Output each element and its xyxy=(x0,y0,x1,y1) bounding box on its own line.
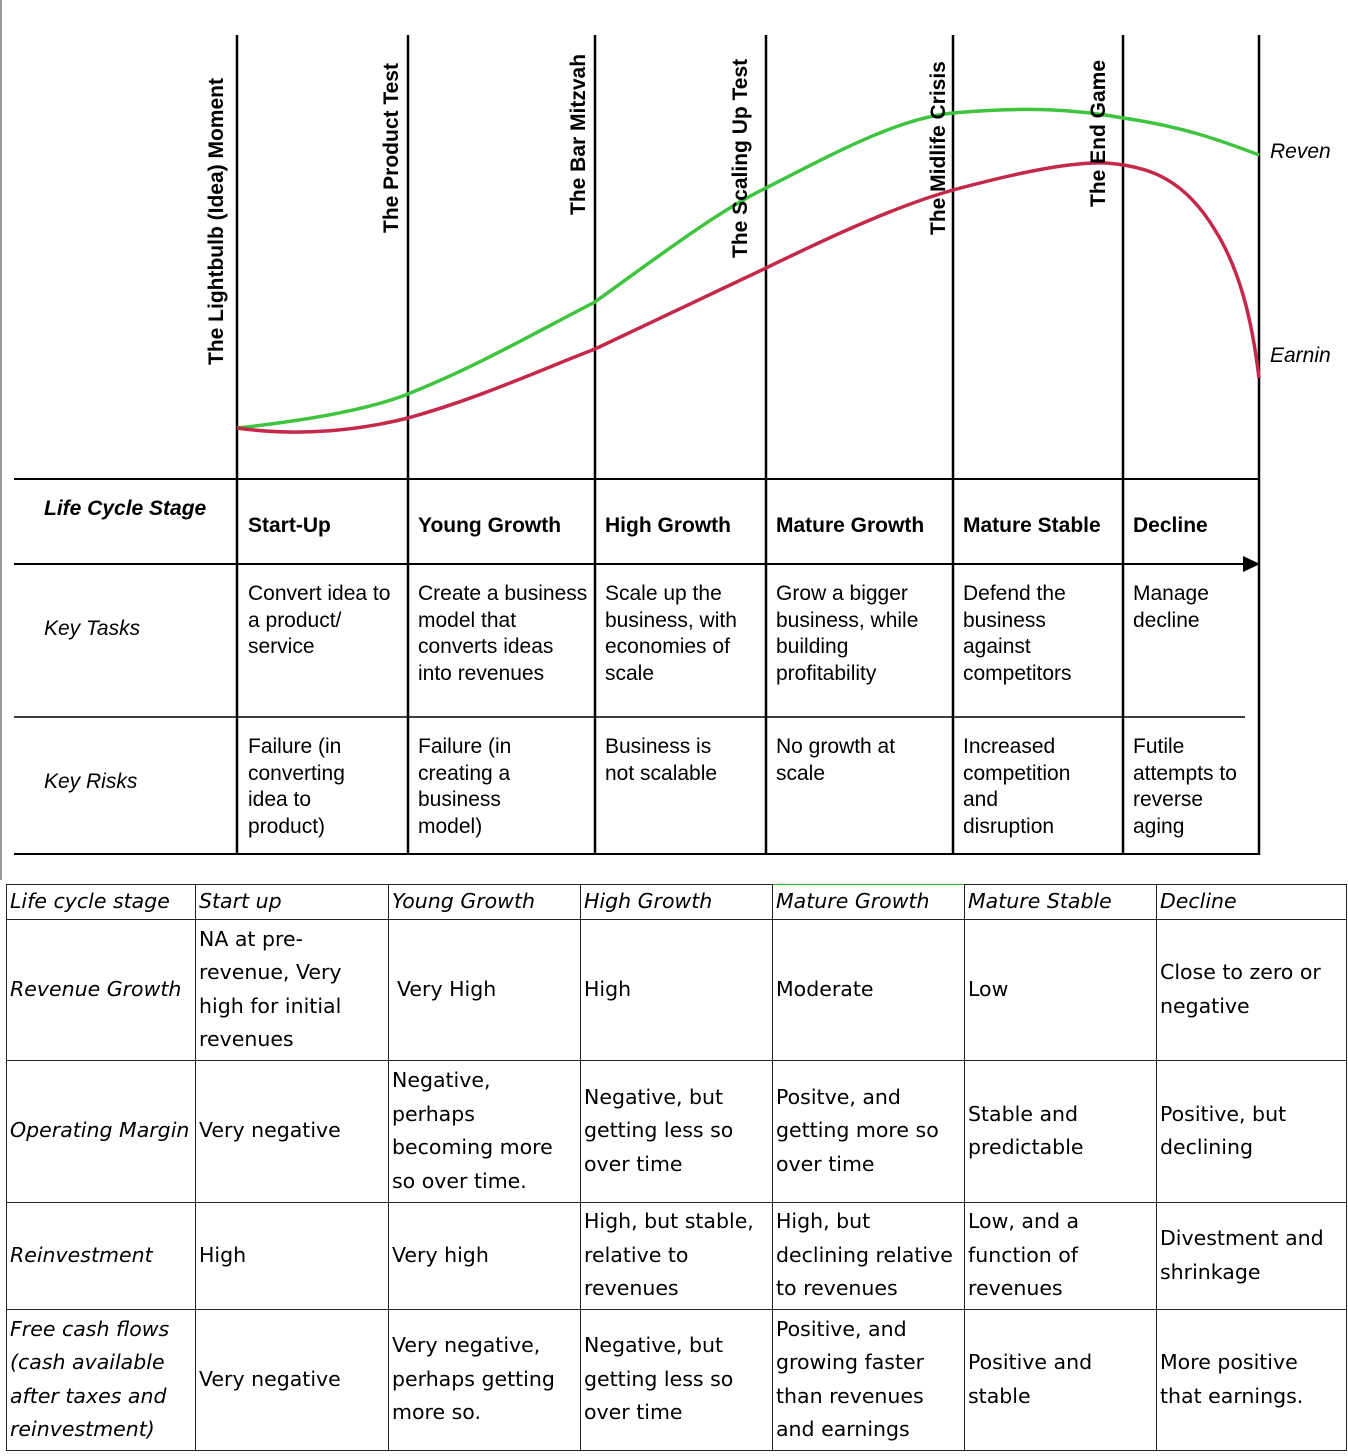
row-label-stage: Life Cycle Stage xyxy=(44,497,207,520)
task-mature-growth: Grow a bigger business, while building p… xyxy=(776,582,919,685)
characteristics-table-wrapper: Life cycle stage Start up Young Growth H… xyxy=(6,884,1347,1451)
table-cell: Positive, and growing faster than revenu… xyxy=(772,1308,965,1451)
table-cell: High xyxy=(580,918,773,1061)
stage-header-high-growth: High Growth xyxy=(605,514,731,537)
column-header-mature-stable: Mature Stable xyxy=(964,884,1157,920)
table-cell: High xyxy=(195,1201,389,1310)
table-cell: Very High xyxy=(388,918,581,1061)
row-label-tasks: Key Tasks xyxy=(44,617,141,640)
stage-header-mature-growth: Mature Growth xyxy=(776,514,925,537)
timeline-arrowhead-icon xyxy=(1243,556,1260,572)
life-cycle-diagram: The Lightbulb (Idea) Moment The Product … xyxy=(0,0,1331,880)
risk-startup: Failure (in converting idea to product) xyxy=(248,735,345,838)
revenue-curve-label: Reven xyxy=(1270,140,1331,163)
row-label-operating-margin: Operating Margin xyxy=(6,1059,196,1203)
column-header-decline: Decline xyxy=(1156,884,1347,920)
table-cell: Positve, and getting more so over time xyxy=(772,1059,965,1203)
risk-young-growth: Failure (in creating a business model) xyxy=(418,735,512,838)
stage-header-young-growth: Young Growth xyxy=(418,514,562,537)
table-cell: Very negative, perhaps getting more so. xyxy=(388,1308,581,1451)
milestone-label-5: The Midlife Crisis xyxy=(927,61,950,235)
table-cell: Very high xyxy=(388,1201,581,1310)
milestone-label-1: The Lightbulb (Idea) Moment xyxy=(205,78,228,365)
milestone-label-2: The Product Test xyxy=(380,63,403,233)
table-cell: Negative, perhaps becoming more so over … xyxy=(388,1059,581,1203)
column-header-high-growth: High Growth xyxy=(580,884,773,920)
revenue-curve xyxy=(236,107,1260,430)
milestone-label-3: The Bar Mitzvah xyxy=(567,54,590,215)
task-mature-stable: Defend the business against competitors xyxy=(963,582,1072,685)
task-decline: Manage decline xyxy=(1133,582,1209,632)
table-corner-cell: Life cycle stage xyxy=(6,884,196,920)
row-label-revenue-growth: Revenue Growth xyxy=(6,918,196,1061)
column-header-mature-growth: Mature Growth xyxy=(772,884,965,920)
frame-left-border xyxy=(0,0,2,880)
risk-mature-growth: No growth at scale xyxy=(776,735,896,785)
row-label-free-cash-flows: Free cash flows (cash available after ta… xyxy=(6,1308,196,1451)
risk-decline: Futile attempts to reverse aging xyxy=(1133,735,1237,838)
table-cell: Very negative xyxy=(195,1308,389,1451)
task-young-growth: Create a business model that converts id… xyxy=(418,582,588,685)
table-cell: Low, and a function of revenues xyxy=(964,1201,1157,1310)
task-startup: Convert idea to a product/ service xyxy=(248,582,391,658)
earnings-curve-label: Earnin xyxy=(1270,344,1331,367)
milestone-label-6: The End Game xyxy=(1087,60,1110,207)
table-cell: Negative, but getting less so over time xyxy=(580,1059,773,1203)
stage-header-startup: Start-Up xyxy=(248,514,331,537)
table-row: Operating Margin Very negative Negative,… xyxy=(6,1059,1347,1203)
table-cell: NA at pre-revenue, Very high for initial… xyxy=(195,918,389,1061)
stage-header-decline: Decline xyxy=(1133,514,1208,537)
diagram-canvas: The Lightbulb (Idea) Moment The Product … xyxy=(14,35,1331,855)
table-cell: Divestment and shrinkage xyxy=(1156,1201,1347,1310)
table-cell: High, but stable, relative to revenues xyxy=(580,1201,773,1310)
risk-high-growth: Business is not scalable xyxy=(605,735,718,785)
table-cell: Very negative xyxy=(195,1059,389,1203)
table-row: Revenue Growth NA at pre-revenue, Very h… xyxy=(6,918,1347,1061)
table-cell: Close to zero or negative xyxy=(1156,918,1347,1061)
row-label-reinvestment: Reinvestment xyxy=(6,1201,196,1310)
table-row: Free cash flows (cash available after ta… xyxy=(6,1308,1347,1451)
table-cell: Positive, but declining xyxy=(1156,1059,1347,1203)
table-header-row: Life cycle stage Start up Young Growth H… xyxy=(6,884,1347,920)
table-cell: High, but declining relative to revenues xyxy=(772,1201,965,1310)
table-cell: Moderate xyxy=(772,918,965,1061)
column-header-young-growth: Young Growth xyxy=(388,884,581,920)
risk-mature-stable: Increased competition and disruption xyxy=(963,735,1071,838)
table-cell: Positive and stable xyxy=(964,1308,1157,1451)
table-cell: Stable and predictable xyxy=(964,1059,1157,1203)
table-cell: More positive that earnings. xyxy=(1156,1308,1347,1451)
table-cell: Negative, but getting less so over time xyxy=(580,1308,773,1451)
column-header-startup: Start up xyxy=(195,884,389,920)
task-high-growth: Scale up the business, with economies of… xyxy=(605,582,737,685)
earnings-curve xyxy=(236,161,1261,434)
row-label-risks: Key Risks xyxy=(44,770,138,793)
stage-header-mature-stable: Mature Stable xyxy=(963,514,1101,537)
characteristics-table: Life cycle stage Start up Young Growth H… xyxy=(6,884,1347,1451)
table-row: Reinvestment High Very high High, but st… xyxy=(6,1201,1347,1310)
milestone-label-4: The Scaling Up Test xyxy=(729,59,752,258)
table-cell: Low xyxy=(964,918,1157,1061)
